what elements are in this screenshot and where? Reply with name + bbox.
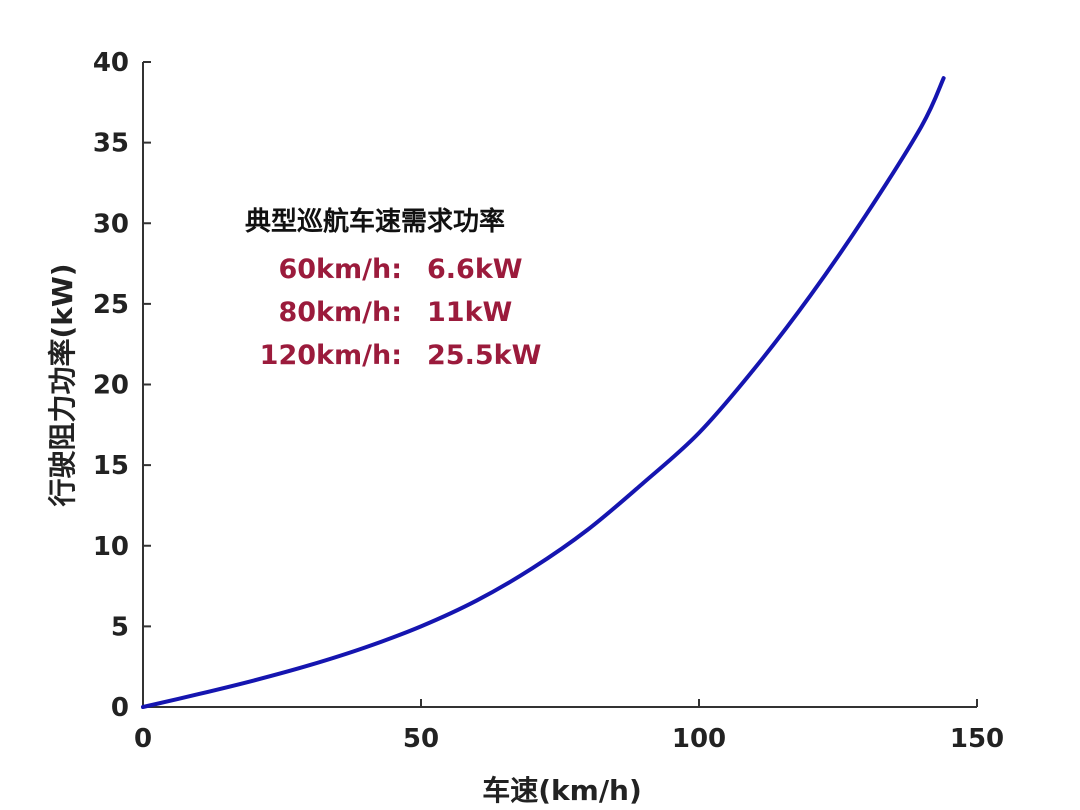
annotation-power: 25.5kW — [427, 340, 541, 371]
x-tick-label: 100 — [672, 724, 726, 754]
y-tick-label: 35 — [93, 129, 129, 159]
y-tick-label: 25 — [93, 290, 129, 320]
series-layer — [141, 76, 946, 709]
x-ticks: 0 50 100 150 — [134, 699, 1004, 754]
y-tick-label: 30 — [93, 209, 129, 239]
annotation-speed: 60km/h: — [278, 254, 402, 285]
y-tick-label: 10 — [93, 532, 129, 562]
x-axis-label: 车速(km/h) — [482, 774, 642, 807]
annotation-speed: 120km/h: — [260, 340, 402, 371]
y-axis-label: 行驶阻力功率(kW) — [46, 263, 79, 507]
y-tick-label: 5 — [111, 612, 129, 642]
annotation-title: 典型巡航车速需求功率 — [245, 206, 505, 237]
y-tick-label: 15 — [93, 451, 129, 481]
annotation-speed: 80km/h: — [278, 297, 402, 328]
y-ticks: 0 5 10 15 20 25 30 35 40 — [93, 48, 151, 723]
y-tick-label: 40 — [93, 48, 129, 78]
x-tick-label: 0 — [134, 724, 152, 754]
annotation-power: 11kW — [427, 297, 512, 328]
x-tick-label: 150 — [950, 724, 1004, 754]
axes: 0 50 100 150 0 5 10 15 20 25 30 35 40 — [93, 48, 1004, 754]
series-line — [141, 76, 946, 709]
annotation-box: 典型巡航车速需求功率 60km/h: 6.6kW 80km/h: 11kW 120km/… — [245, 206, 541, 371]
annotation-power: 6.6kW — [427, 254, 523, 285]
y-tick-label: 0 — [111, 693, 129, 723]
annotation-rows: 60km/h: 6.6kW 80km/h: 11kW 120km/h: 25.5kW — [260, 254, 542, 371]
x-tick-label: 50 — [403, 724, 439, 754]
y-tick-label: 20 — [93, 371, 129, 401]
